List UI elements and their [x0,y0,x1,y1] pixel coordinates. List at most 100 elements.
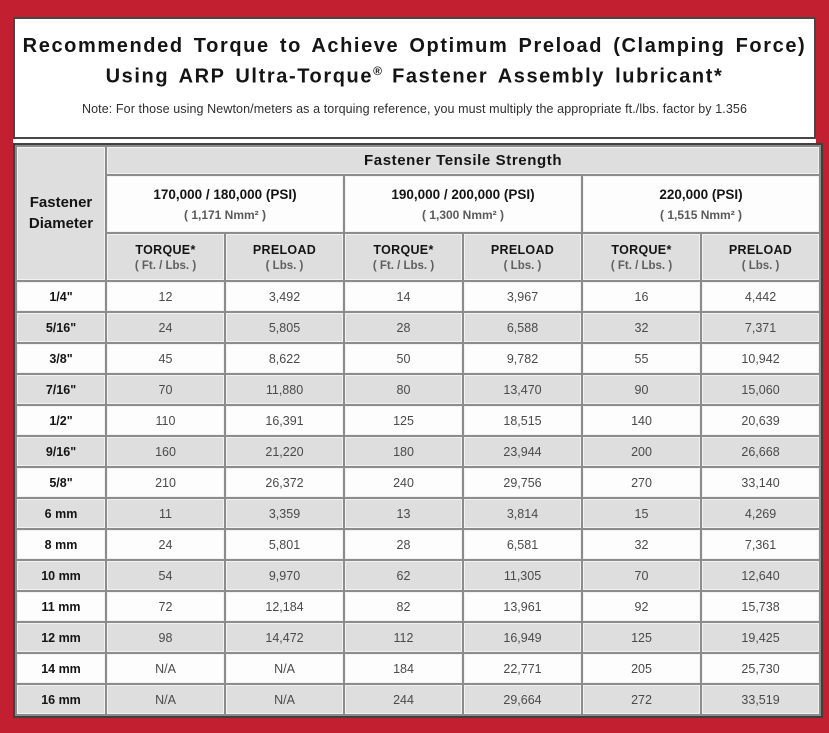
torque-value-cell: 13 [345,499,462,528]
preload-value-cell: 3,492 [226,282,343,311]
torque-value-cell: 24 [107,530,224,559]
preload-value-cell: 9,970 [226,561,343,590]
psi-value-2: 190,000 / 200,000 (PSI) [391,186,535,202]
preload-value-cell: 12,640 [702,561,820,590]
preload-value-cell: 26,668 [702,437,820,466]
psi-group-header-3: 220,000 (PSI) ( 1,515 Nmm² ) [583,176,820,232]
torque-value-cell: 70 [583,561,700,590]
registered-trademark-symbol: ® [373,64,382,78]
preload-value-cell: 20,639 [702,406,820,435]
table-row: 10 mm 54 9,970 62 11,305 70 12,640 [17,561,820,590]
preload-value-cell: 15,060 [702,375,820,404]
table-row: 9/16" 160 21,220 180 23,944 200 26,668 [17,437,820,466]
torque-value-cell: 70 [107,375,224,404]
preload-value-cell: 3,967 [464,282,581,311]
preload-value-cell: 16,391 [226,406,343,435]
psi-value-1: 170,000 / 180,000 (PSI) [153,186,297,202]
torque-value-cell: 62 [345,561,462,590]
torque-value-cell: 184 [345,654,462,683]
torque-value-cell: 15 [583,499,700,528]
torque-column-header-3: TORQUE* ( Ft. / Lbs. ) [583,234,700,280]
table-row: 5/16" 24 5,805 28 6,588 32 7,371 [17,313,820,342]
preload-value-cell: N/A [226,654,343,683]
torque-value-cell: 200 [583,437,700,466]
psi-value-3: 220,000 (PSI) [659,186,743,202]
torque-value-cell: 32 [583,530,700,559]
torque-label: TORQUE* [135,242,196,257]
table-row: 16 mm N/A N/A 244 29,664 272 33,519 [17,685,820,714]
preload-value-cell: 9,782 [464,344,581,373]
table-row: 3/8" 45 8,622 50 9,782 55 10,942 [17,344,820,373]
title-line2-pre: Using ARP Ultra-Torque [105,65,374,88]
preload-value-cell: 29,756 [464,468,581,497]
diameter-cell: 5/16" [17,313,105,342]
torque-value-cell: 244 [345,685,462,714]
preload-label: PRELOAD [728,242,793,257]
diameter-cell: 5/8" [17,468,105,497]
torque-value-cell: 110 [107,406,224,435]
corner-header-line2: Diameter [28,214,94,232]
preload-value-cell: 3,814 [464,499,581,528]
torque-value-cell: 205 [583,654,700,683]
torque-value-cell: 32 [583,313,700,342]
newton-meters-note: Note: For those using Newton/meters as a… [81,101,747,116]
preload-value-cell: N/A [226,685,343,714]
psi-group-header-1: 170,000 / 180,000 (PSI) ( 1,171 Nmm² ) [107,176,343,232]
preload-unit: ( Lbs. ) [503,259,542,272]
torque-value-cell: 28 [345,313,462,342]
torque-value-cell: 82 [345,592,462,621]
torque-value-cell: 140 [583,406,700,435]
nmm-value-2: ( 1,300 Nmm² ) [421,207,505,222]
torque-label: TORQUE* [611,242,672,257]
torque-value-cell: 54 [107,561,224,590]
diameter-cell: 16 mm [17,685,105,714]
torque-value-cell: 16 [583,282,700,311]
torque-preload-header-row: TORQUE* ( Ft. / Lbs. ) PRELOAD ( Lbs. ) … [17,234,820,280]
torque-value-cell: 45 [107,344,224,373]
preload-value-cell: 21,220 [226,437,343,466]
preload-value-cell: 13,470 [464,375,581,404]
torque-value-cell: 72 [107,592,224,621]
torque-value-cell: 14 [345,282,462,311]
torque-value-cell: 28 [345,530,462,559]
torque-value-cell: 160 [107,437,224,466]
fastener-diameter-header: Fastener Diameter [17,147,105,280]
tensile-strength-header-row: Fastener Diameter Fastener Tensile Stren… [17,147,820,280]
preload-value-cell: 14,472 [226,623,343,652]
torque-column-header-2: TORQUE* ( Ft. / Lbs. ) [345,234,462,280]
torque-preload-table: Fastener Diameter Fastener Tensile Stren… [13,143,824,718]
preload-value-cell: 3,359 [226,499,343,528]
fastener-tensile-strength-header: Fastener Tensile Strength [107,147,820,174]
preload-value-cell: 4,442 [702,282,820,311]
diameter-cell: 1/2" [17,406,105,435]
preload-value-cell: 6,581 [464,530,581,559]
table-row: 11 mm 72 12,184 82 13,961 92 15,738 [17,592,820,621]
table-row: 12 mm 98 14,472 112 16,949 125 19,425 [17,623,820,652]
preload-value-cell: 22,771 [464,654,581,683]
page-title-line2: Using ARP Ultra-Torque® Fastener Assembl… [15,65,814,87]
torque-value-cell: 125 [345,406,462,435]
torque-unit: ( Ft. / Lbs. ) [134,259,197,272]
torque-value-cell: 92 [583,592,700,621]
diameter-cell: 11 mm [17,592,105,621]
torque-value-cell: 240 [345,468,462,497]
preload-value-cell: 19,425 [702,623,820,652]
table-row: 6 mm 11 3,359 13 3,814 15 4,269 [17,499,820,528]
torque-unit: ( Ft. / Lbs. ) [372,259,435,272]
torque-value-cell: N/A [107,654,224,683]
torque-value-cell: 55 [583,344,700,373]
torque-value-cell: 210 [107,468,224,497]
preload-value-cell: 8,622 [226,344,343,373]
preload-value-cell: 7,361 [702,530,820,559]
preload-value-cell: 4,269 [702,499,820,528]
preload-value-cell: 16,949 [464,623,581,652]
torque-value-cell: 12 [107,282,224,311]
preload-column-header-1: PRELOAD ( Lbs. ) [226,234,343,280]
torque-value-cell: 11 [107,499,224,528]
preload-value-cell: 5,801 [226,530,343,559]
preload-column-header-3: PRELOAD ( Lbs. ) [702,234,820,280]
torque-value-cell: 112 [345,623,462,652]
torque-value-cell: 180 [345,437,462,466]
content-panel: Recommended Torque to Achieve Optimum Pr… [13,17,824,718]
